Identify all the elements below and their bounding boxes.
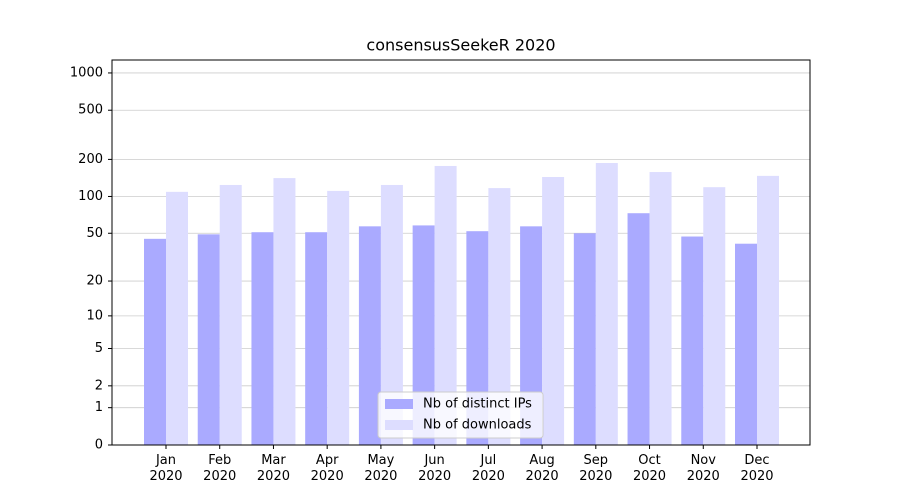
bar [166,191,188,445]
bar [219,184,242,445]
y-tick-label: 200 [78,152,103,167]
x-tick-label: Dec 2020 [740,453,774,484]
legend: Nb of distinct IPs Nb of downloads [377,391,544,439]
y-tick-label: 5 [95,341,103,356]
y-tick-label: 1000 [70,65,103,80]
x-tick-label: Sep 2020 [579,453,613,484]
bar [520,226,543,445]
plot-frame [111,59,811,446]
x-tick-label: Jun 2020 [418,453,452,484]
bar [197,234,220,445]
bar [627,213,650,445]
bar [757,175,779,445]
legend-swatch [385,420,413,430]
bar [144,238,166,445]
bar [273,178,296,445]
legend-label: Nb of distinct IPs [423,397,532,412]
bar [542,176,565,445]
legend-box [377,391,544,439]
x-tick-label: Mar 2020 [256,453,290,484]
y-tick-label: 20 [86,274,103,289]
x-tick-label: Feb 2020 [203,453,237,484]
bar [488,188,511,445]
bar [305,232,328,445]
bar [358,226,381,445]
x-tick-label: Jan 2020 [149,453,183,484]
bar [380,184,403,445]
bar [649,172,672,445]
y-tick-label: 2 [95,378,103,393]
bar [573,233,596,445]
x-tick-label: Aug 2020 [525,453,559,484]
bar [251,232,274,445]
x-tick-label: Apr 2020 [310,453,344,484]
y-tick-label: 0 [95,438,103,453]
y-tick-label: 500 [78,103,103,118]
bar [327,190,350,445]
y-tick-label: 100 [78,189,103,204]
chart-title: consensusSeekeR 2020 [366,36,555,55]
y-tick-label: 50 [86,226,103,241]
legend-label: Nb of downloads [423,418,532,433]
y-tick-label: 1 [95,400,103,415]
x-tick-label: May 2020 [364,453,398,484]
y-tick-label: 10 [86,308,103,323]
bar [595,163,618,446]
bar [703,187,726,445]
legend-swatch [385,399,413,409]
bar [735,243,757,445]
bar [434,165,457,445]
bar [681,236,704,445]
x-tick-label: Oct 2020 [632,453,667,484]
x-tick-label: Jul 2020 [471,453,505,484]
x-tick-label: Nov 2020 [686,453,720,484]
bar [412,225,435,445]
